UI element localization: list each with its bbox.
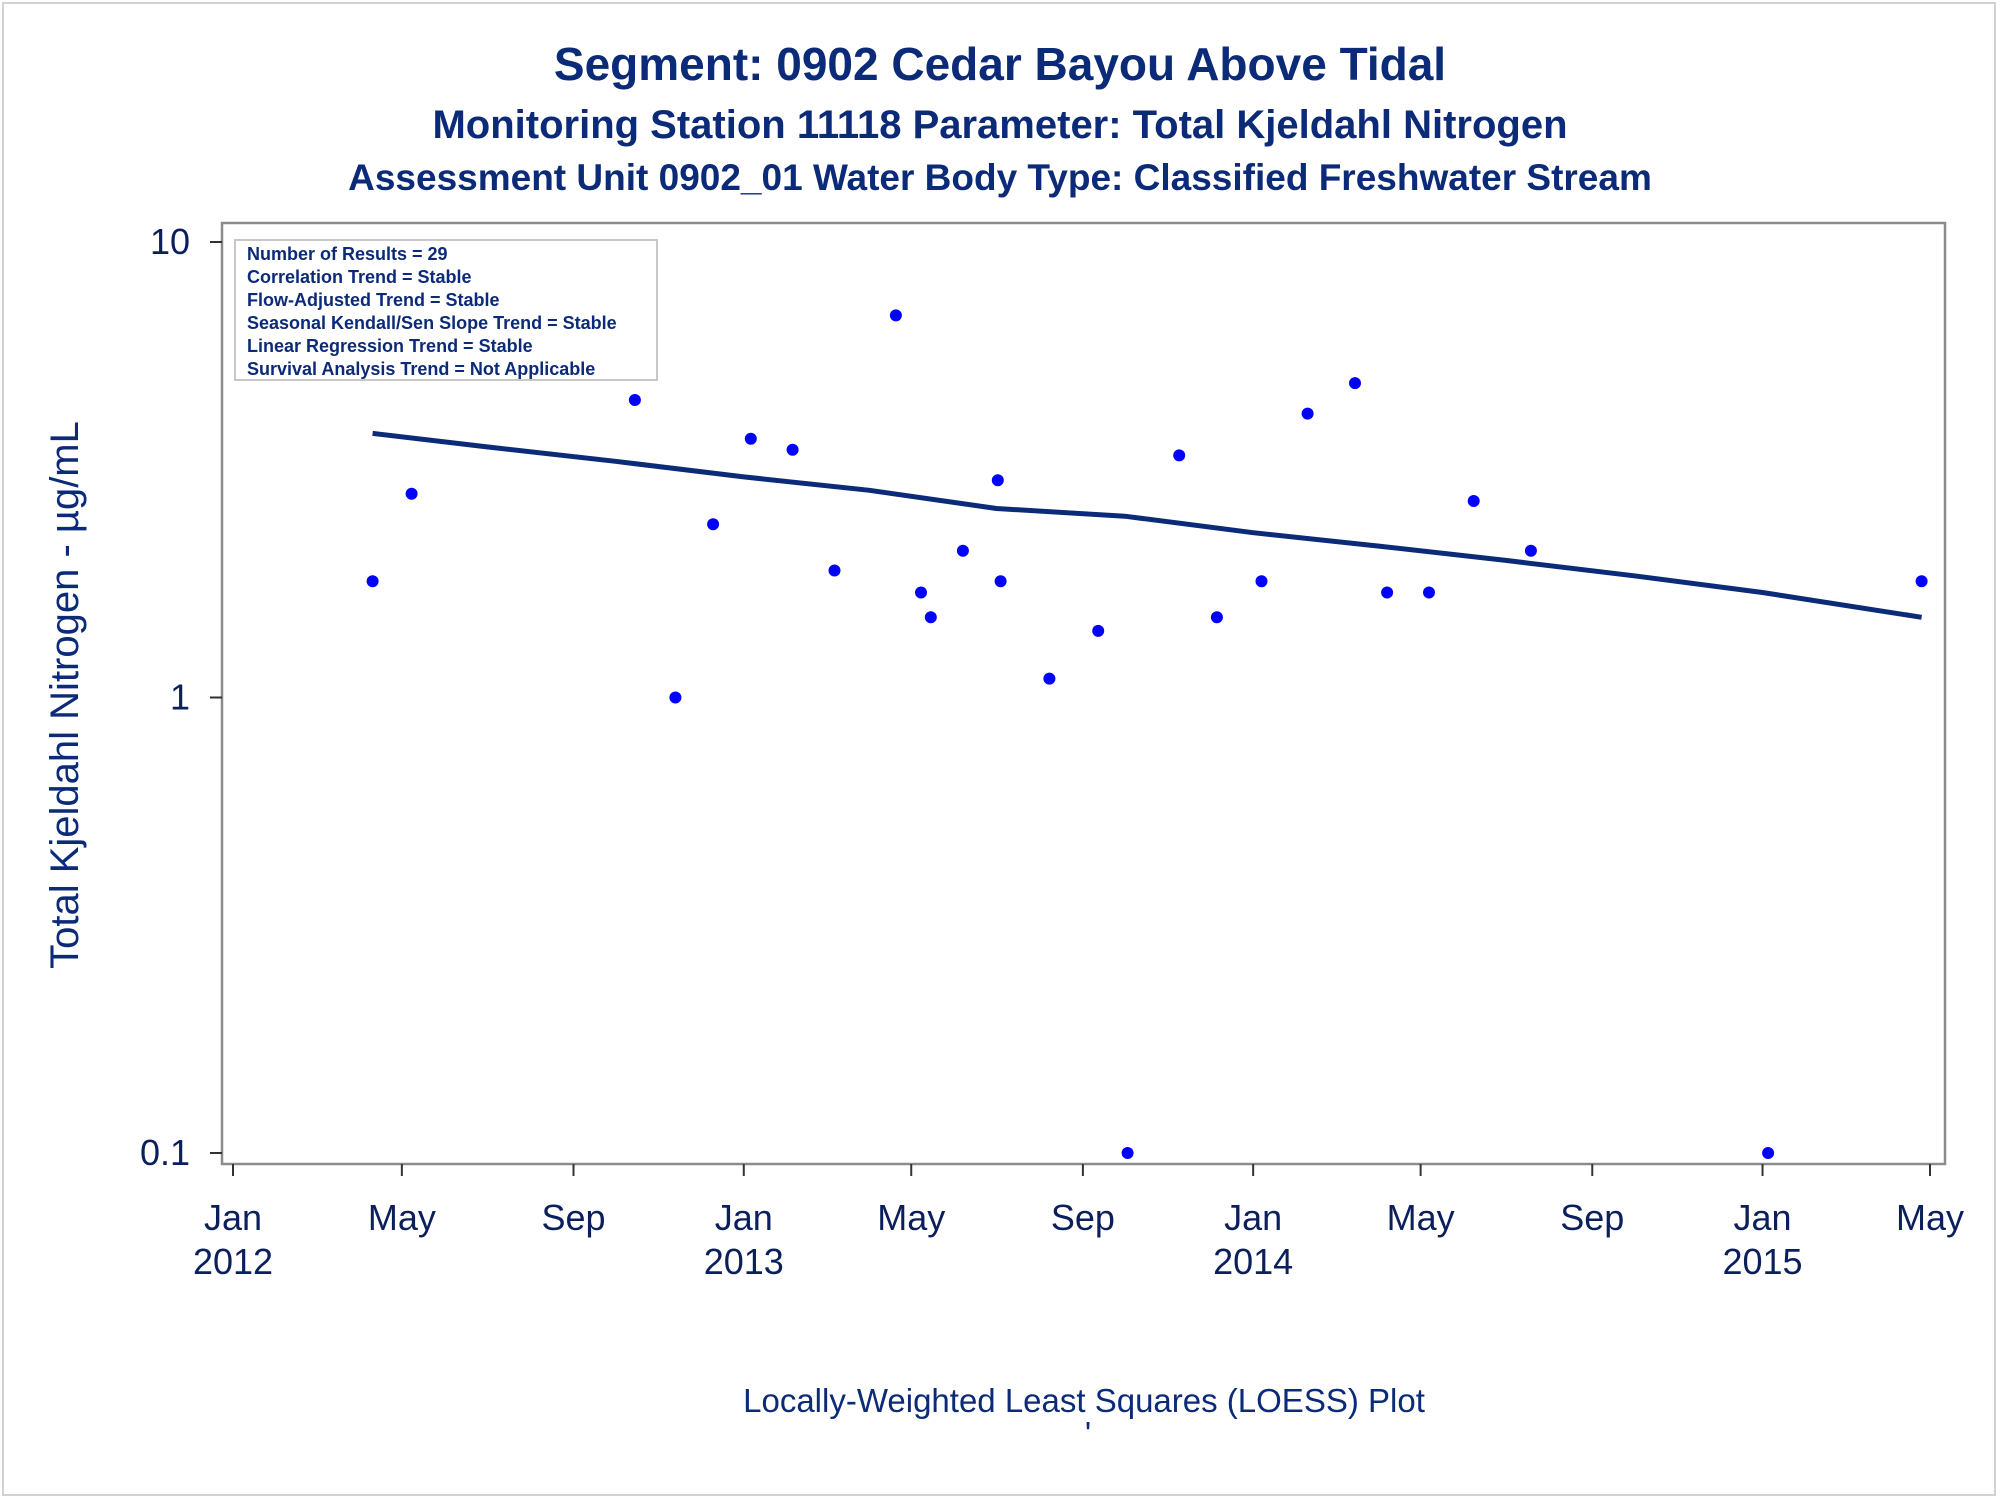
loess-layer (372, 430, 1922, 620)
data-point (1381, 586, 1394, 599)
stats-box: Number of Results = 29 Correlation Trend… (234, 239, 658, 381)
data-point (1210, 611, 1223, 624)
data-point (924, 611, 937, 624)
loess-line (372, 430, 1922, 620)
chart-footnote: Locally-Weighted Least Squares (LOESS) P… (743, 1382, 1425, 1419)
data-point (1255, 575, 1268, 588)
x-tick-year-label: 2015 (1722, 1241, 1802, 1282)
x-tick-year-label: 2013 (704, 1241, 784, 1282)
stat-seasonal-kendall-trend: Seasonal Kendall/Sen Slope Trend = Stabl… (247, 313, 617, 333)
x-tick-label: Sep (1051, 1197, 1115, 1238)
x-tick-label: Jan (1734, 1197, 1792, 1238)
x-tick-label: Jan (204, 1197, 262, 1238)
x-tick-label: May (368, 1197, 436, 1238)
data-point (956, 544, 969, 557)
data-point (786, 443, 799, 456)
y-axis: 0.1 1 10 (140, 221, 222, 1173)
data-point (1762, 1147, 1775, 1159)
y-tick-label: 10 (150, 221, 190, 262)
data-point (1121, 1147, 1134, 1159)
stat-survival-analysis-trend: Survival Analysis Trend = Not Applicable (247, 359, 595, 379)
chart-title: Segment: 0902 Cedar Bayou Above Tidal (554, 38, 1446, 90)
points-layer (366, 306, 1928, 1159)
data-point (707, 518, 720, 531)
data-point (1524, 544, 1537, 557)
chart-subtitle-2: Assessment Unit 0902_01 Water Body Type:… (348, 157, 1652, 198)
data-point (915, 586, 927, 599)
x-tick-label: Jan (715, 1197, 773, 1238)
x-tick-label: May (1387, 1197, 1455, 1238)
x-tick-label: Sep (1560, 1197, 1624, 1238)
data-point (366, 575, 379, 588)
y-tick-label: 0.1 (140, 1132, 190, 1173)
data-point (994, 575, 1007, 588)
y-tick-label: 1 (170, 677, 190, 718)
data-point (889, 309, 902, 322)
stat-linear-regression-trend: Linear Regression Trend = Stable (247, 336, 533, 356)
chart-subtitle: Monitoring Station 11118 Parameter: Tota… (432, 103, 1567, 147)
data-point (1349, 377, 1361, 390)
data-point (828, 564, 841, 577)
stat-flow-adjusted-trend: Flow-Adjusted Trend = Stable (247, 290, 500, 310)
data-point (628, 394, 641, 406)
stat-correlation-trend: Correlation Trend = Stable (247, 267, 472, 287)
x-tick-label: Sep (541, 1197, 605, 1238)
data-point (1467, 495, 1480, 507)
data-point (991, 474, 1004, 487)
data-point (1301, 407, 1314, 420)
x-tick-label: May (1896, 1197, 1964, 1238)
stats-box-border (234, 239, 658, 381)
data-point (669, 691, 682, 704)
data-point (1423, 586, 1435, 599)
data-point (1092, 624, 1105, 637)
x-tick-year-label: 2012 (193, 1241, 273, 1282)
chart-footnote-2: ' (1085, 1415, 1091, 1452)
data-point (1915, 575, 1928, 588)
x-tick-label: May (877, 1197, 945, 1238)
x-tick-label: Jan (1224, 1197, 1282, 1238)
data-point (1043, 672, 1056, 685)
data-point (1173, 449, 1186, 462)
data-point (744, 432, 757, 445)
y-axis-label: Total Kjeldahl Nitrogen - µg/mL (43, 421, 87, 969)
stat-number-of-results: Number of Results = 29 (247, 244, 448, 264)
x-tick-year-label: 2014 (1213, 1241, 1293, 1282)
data-point (405, 487, 418, 500)
